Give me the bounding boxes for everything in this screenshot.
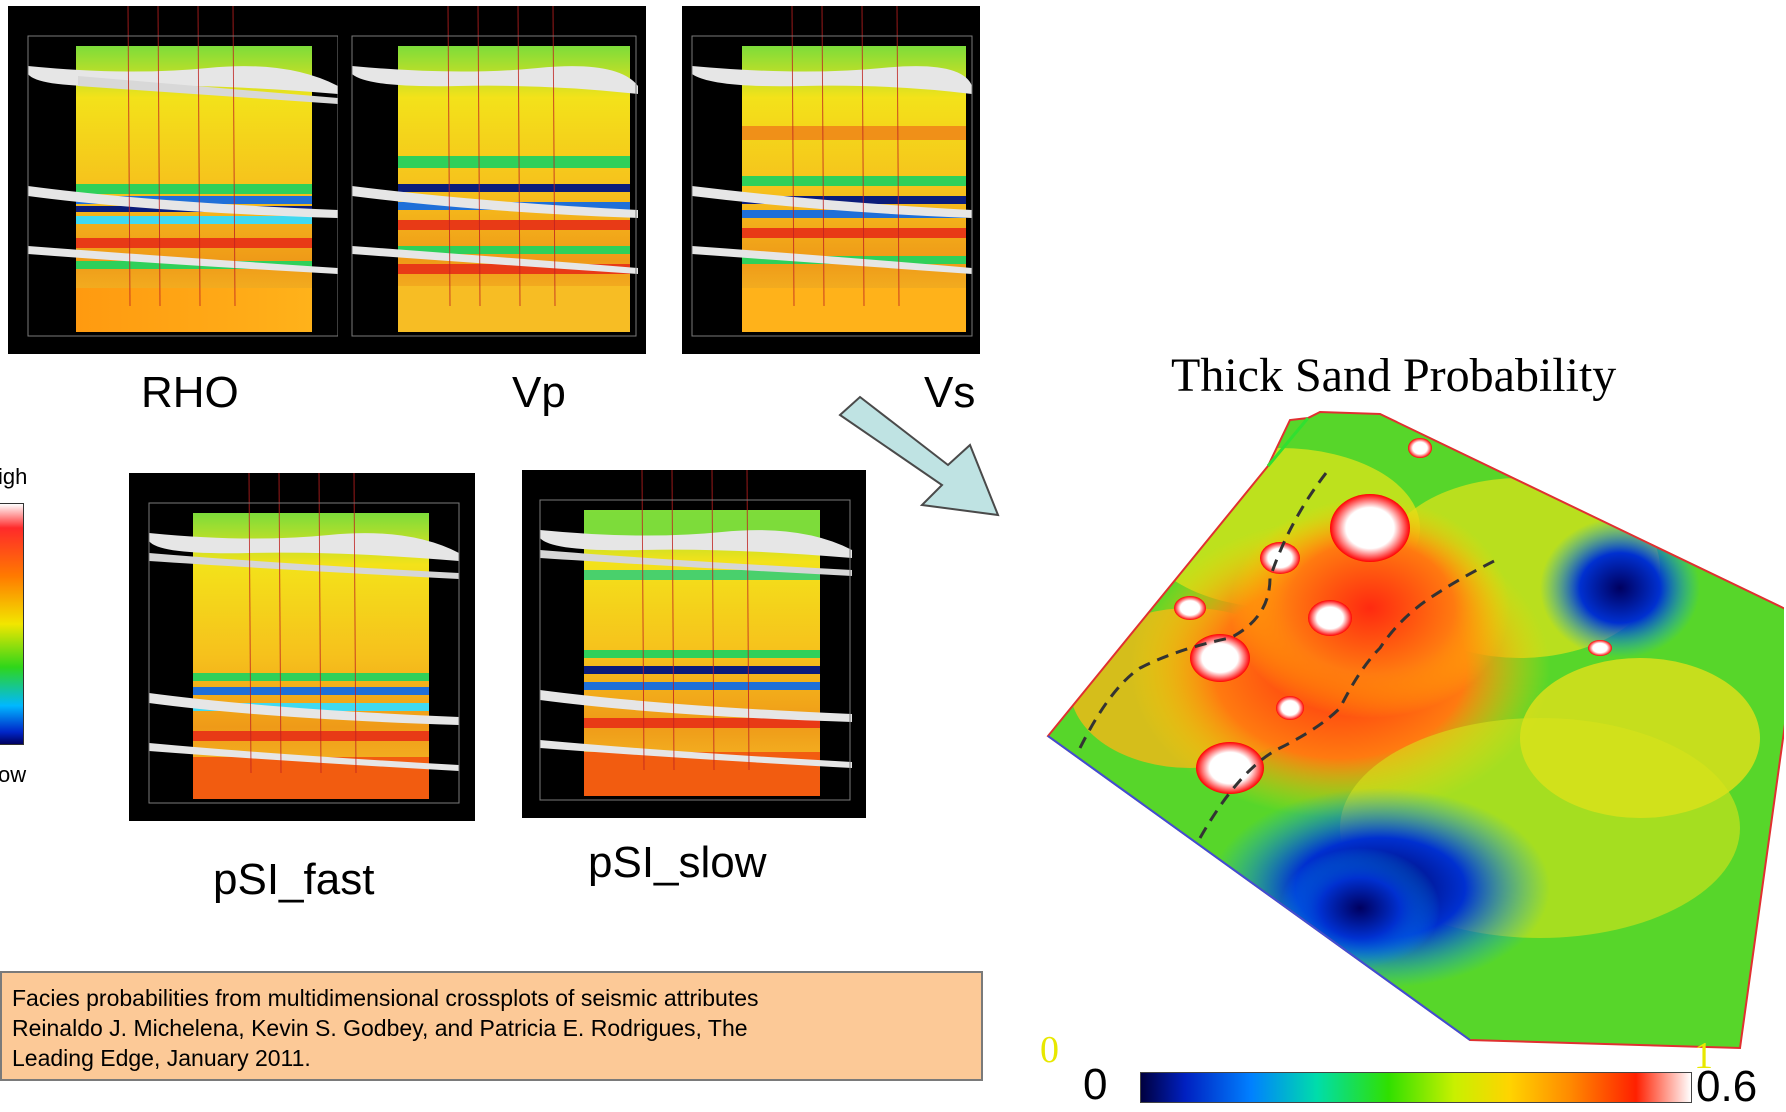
seismic-panel-vp [338,6,646,354]
seismic-cube-psi-fast-image [129,473,475,821]
overlay-max-label: 1 [1694,1035,1713,1077]
seismic-panel-vs [682,6,980,354]
reference-box: Facies probabilities from multidimension… [0,971,983,1081]
reference-line-2: Reinaldo J. Michelena, Kevin S. Godbey, … [12,1015,748,1041]
caption-psi-slow: pSI_slow [588,838,767,887]
seismic-cube-vp-image [338,6,646,354]
legend-low-label: ow [0,762,27,787]
legend-high-label: igh [0,464,28,489]
seismic-panel-psi-slow [522,470,866,818]
seismic-cube-vs-image [682,6,980,354]
reference-text: Facies probabilities from multidimension… [12,983,972,1073]
map-title: Thick Sand Probability [1171,349,1617,402]
seismic-cube-psi-slow-image [522,470,866,818]
caption-vp: Vp [512,368,566,417]
colorbar-min-label: 0 [1083,1060,1108,1109]
colorbar-max-label: 0.6 [1696,1062,1758,1111]
probability-map [1046,410,1784,1050]
reference-line-1: Facies probabilities from multidimension… [12,985,759,1011]
arrow-shape [838,395,1000,517]
seismic-cube-rho-image [8,6,350,354]
seismic-panel-psi-fast [129,473,475,821]
seismic-panel-rho [8,6,350,354]
horizontal-color-bar [1140,1072,1692,1103]
vertical-color-bar [0,503,24,745]
reference-line-3: Leading Edge, January 2011. [12,1045,311,1071]
caption-vs: Vs [924,368,976,417]
caption-psi-fast: pSI_fast [213,855,375,904]
caption-rho: RHO [141,368,239,417]
overlay-min-label: 0 [1040,1029,1059,1071]
